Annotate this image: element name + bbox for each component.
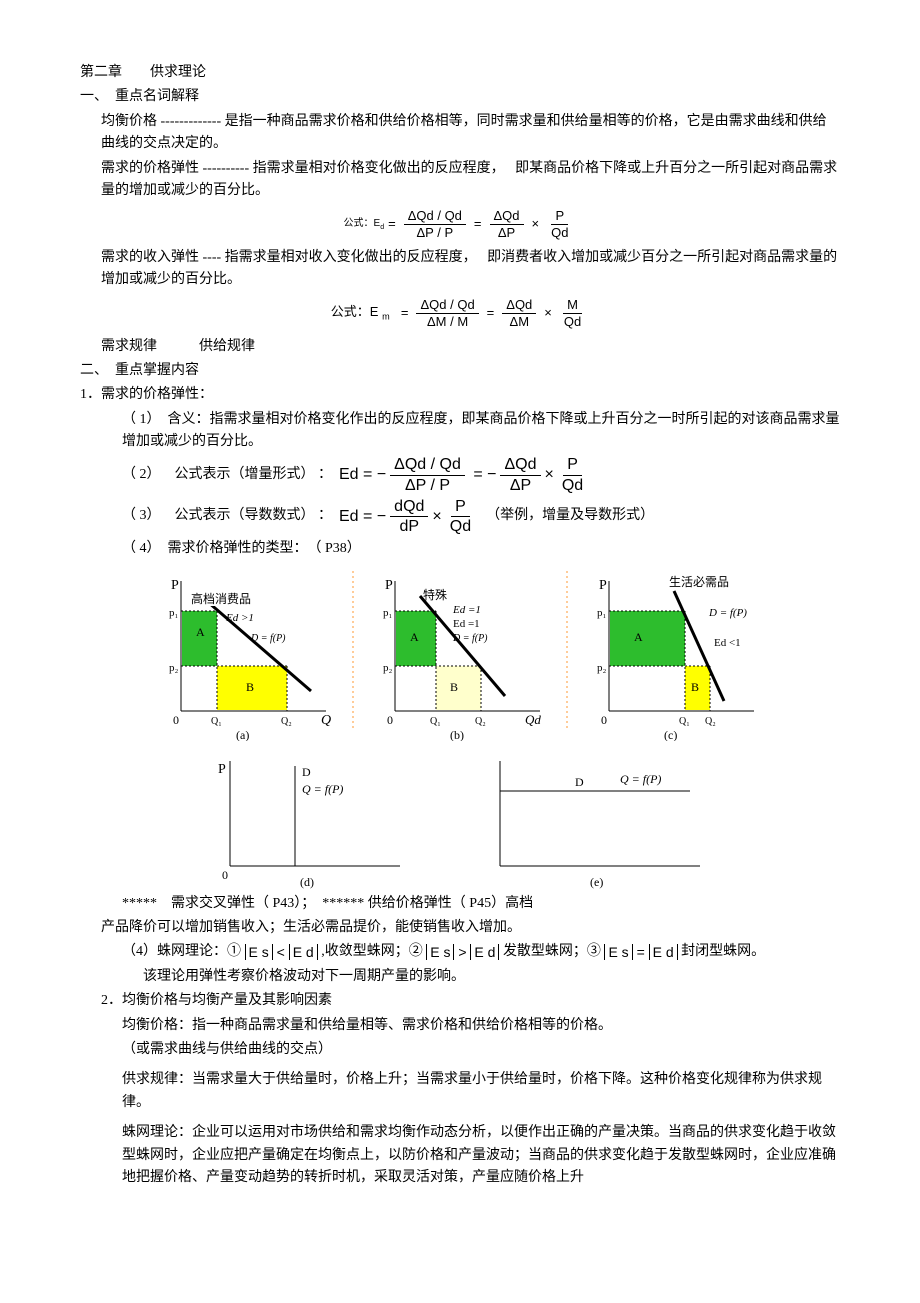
svg-text:B: B bbox=[691, 680, 699, 694]
svg-text:P: P bbox=[218, 762, 226, 777]
svg-text:Q₂: Q₂ bbox=[705, 716, 716, 727]
sub-1: （ 1） 含义：指需求量相对价格变化作出的反应程度，即某商品价格下降或上升百分之… bbox=[80, 409, 840, 454]
cobweb-note: 该理论用弹性考察价格波动对下一周期产量的影响。 bbox=[80, 966, 840, 988]
svg-text:Q₁: Q₁ bbox=[211, 716, 222, 727]
svg-text:Q₂: Q₂ bbox=[281, 716, 292, 727]
chart-c-svg: P 0 生活必需品 D = f(P) Ed <1 A B p₁ p₂ Q₁ Q₂… bbox=[579, 571, 769, 741]
svg-text:P: P bbox=[599, 578, 607, 593]
item-2-title: 2．均衡价格与均衡产量及其影响因素 bbox=[80, 990, 840, 1012]
item-2-para2: 蛛网理论：企业可以运用对市场供给和需求均衡作动态分析，以便作出正确的产量决策。当… bbox=[80, 1122, 840, 1189]
section-2-title: 二、 重点掌握内容 bbox=[80, 360, 840, 382]
svg-text:Q = f(P): Q = f(P) bbox=[302, 782, 343, 796]
svg-text:D: D bbox=[575, 775, 584, 789]
svg-text:p₁: p₁ bbox=[383, 607, 393, 619]
svg-text:Ed =1: Ed =1 bbox=[452, 604, 481, 616]
svg-text:生活必需品: 生活必需品 bbox=[669, 575, 729, 589]
svg-text:P: P bbox=[385, 578, 393, 593]
svg-text:B: B bbox=[450, 680, 458, 694]
revenue-note: 产品降价可以增加销售收入；生活必需品提价，能使销售收入增加。 bbox=[80, 917, 840, 939]
elasticity-charts-top: P Q 0 高档消费品 A B Ed >1 D = f(P) p₁ p₂ Q₁ … bbox=[80, 571, 840, 741]
term-label: 需求的收入弹性 ---- bbox=[101, 250, 221, 265]
item-1-title: 1．需求的价格弹性： bbox=[80, 384, 840, 406]
chart-b: P Qd 0 特殊 Ed =1 Ed =1 D = f(P) A B p₁ p₂… bbox=[365, 571, 555, 741]
svg-text:0: 0 bbox=[387, 713, 393, 727]
formula-prefix: 公式：Ed bbox=[344, 216, 385, 233]
svg-text:A: A bbox=[410, 630, 419, 644]
svg-text:D = f(P): D = f(P) bbox=[250, 633, 286, 644]
chart-a: P Q 0 高档消费品 A B Ed >1 D = f(P) p₁ p₂ Q₁ … bbox=[151, 571, 341, 741]
svg-text:(d): (d) bbox=[300, 875, 314, 889]
svg-text:p₂: p₂ bbox=[169, 662, 179, 674]
svg-text:Qd: Qd bbox=[525, 712, 541, 727]
term-yed: 需求的收入弹性 ---- 指需求量相对收入变化做出的反应程度， 即消费者收入增加… bbox=[80, 247, 840, 292]
item-2-line1: 均衡价格：指一种商品需求量和供给量相等、需求价格和供给价格相等的价格。 bbox=[80, 1015, 840, 1037]
svg-text:0: 0 bbox=[173, 713, 179, 727]
svg-text:Q = f(P): Q = f(P) bbox=[620, 772, 661, 786]
svg-text:Q₁: Q₁ bbox=[430, 716, 441, 727]
svg-text:Q₂: Q₂ bbox=[475, 716, 486, 727]
svg-text:Q: Q bbox=[321, 713, 331, 728]
svg-text:p₂: p₂ bbox=[383, 662, 393, 674]
chart-e: D Q = f(P) (e) bbox=[480, 751, 720, 891]
chart-c: P 0 生活必需品 D = f(P) Ed <1 A B p₁ p₂ Q₁ Q₂… bbox=[579, 571, 769, 741]
item-2-line2: （或需求曲线与供给曲线的交点） bbox=[80, 1039, 840, 1061]
svg-text:Q₁: Q₁ bbox=[679, 716, 690, 727]
svg-text:(b): (b) bbox=[450, 728, 464, 741]
section-1-title: 一、 重点名词解释 bbox=[80, 86, 840, 108]
term-eq-price: 均衡价格 ------------- 是指一种商品需求价格和供给价格相等，同时需… bbox=[80, 111, 840, 156]
svg-text:P: P bbox=[171, 578, 179, 593]
formula-prefix: 公式：E m bbox=[331, 302, 390, 324]
sub-3: （ 3） 公式表示（导数数式） ： Ed = − dQd dP × P Qd （… bbox=[80, 497, 840, 536]
svg-text:A: A bbox=[634, 630, 643, 644]
cobweb-theory: （4）蛛网理论：① E s < E d ,收敛型蛛网；② E s > E d 发… bbox=[80, 941, 840, 963]
svg-text:D = f(P): D = f(P) bbox=[452, 633, 488, 644]
item-2-para1: 供求规律：当需求量大于供给量时，价格上升；当需求量小于供给量时，价格下降。这种价… bbox=[80, 1069, 840, 1114]
svg-text:0: 0 bbox=[222, 868, 228, 882]
svg-text:(c): (c) bbox=[664, 728, 677, 741]
formula-em: 公式：E m = ΔQd / Qd ΔM / M = ΔQd ΔM × M Qd bbox=[80, 297, 840, 329]
elasticity-charts-bottom: P 0 D Q = f(P) (d) D Q = f(P) (e) bbox=[80, 751, 840, 891]
svg-text:(e): (e) bbox=[590, 875, 603, 889]
cross-elasticity-note: ***** 需求交叉弹性（ P43）； ****** 供给价格弹性（ P45）高… bbox=[80, 893, 840, 915]
svg-text:D: D bbox=[302, 765, 311, 779]
svg-text:p₁: p₁ bbox=[169, 607, 179, 619]
sub-4: （ 4） 需求价格弹性的类型： （ P38） bbox=[80, 538, 840, 560]
svg-text:A: A bbox=[196, 625, 205, 639]
law-line: 需求规律 供给规律 bbox=[80, 336, 840, 358]
term-ped: 需求的价格弹性 ---------- 指需求量相对价格变化做出的反应程度， 即某… bbox=[80, 158, 840, 203]
chart-b-svg: P Qd 0 特殊 Ed =1 Ed =1 D = f(P) A B p₁ p₂… bbox=[365, 571, 555, 741]
term-def-part1: 指需求量相对价格变化做出的反应程度， bbox=[253, 161, 498, 176]
sub-2: （ 2） 公式表示（增量形式） ： Ed = − ΔQd / Qd ΔP / P… bbox=[80, 455, 840, 494]
svg-text:p₂: p₂ bbox=[597, 662, 607, 674]
svg-text:特殊: 特殊 bbox=[423, 587, 447, 602]
formula-ed-basic: 公式：Ed = ΔQd / Qd ΔP / P = ΔQd ΔP × P Qd bbox=[80, 208, 840, 240]
term-def-part1: 指需求量相对收入变化做出的反应程度， bbox=[225, 250, 470, 265]
chart-a-svg: P Q 0 高档消费品 A B Ed >1 D = f(P) p₁ p₂ Q₁ … bbox=[151, 571, 341, 741]
svg-text:(a): (a) bbox=[236, 728, 249, 741]
svg-text:B: B bbox=[246, 680, 254, 694]
term-label: 均衡价格 ------------- bbox=[101, 114, 221, 129]
chapter-title: 第二章 供求理论 bbox=[80, 62, 840, 84]
svg-text:D = f(P): D = f(P) bbox=[708, 607, 747, 619]
svg-text:Ed >1: Ed >1 bbox=[225, 612, 254, 624]
svg-text:0: 0 bbox=[601, 713, 607, 727]
svg-text:Ed <1: Ed <1 bbox=[714, 637, 741, 649]
svg-text:p₁: p₁ bbox=[597, 607, 607, 619]
svg-text:Ed =1: Ed =1 bbox=[453, 618, 480, 630]
svg-text:高档消费品: 高档消费品 bbox=[191, 591, 251, 606]
term-label: 需求的价格弹性 ---------- bbox=[101, 161, 249, 176]
chart-d: P 0 D Q = f(P) (d) bbox=[200, 751, 420, 891]
